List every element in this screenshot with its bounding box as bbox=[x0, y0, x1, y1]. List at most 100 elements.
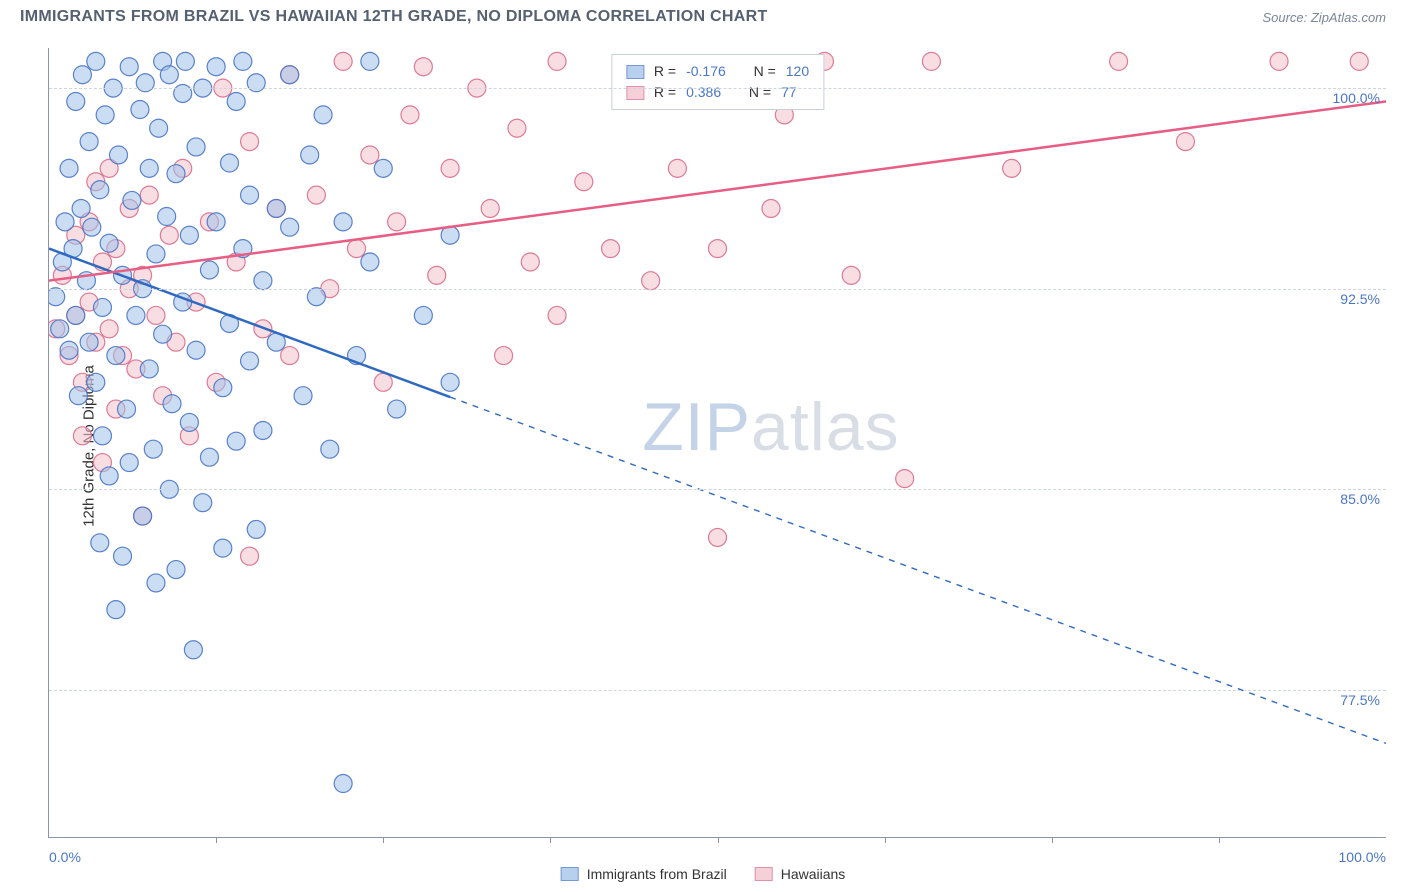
scatter-point bbox=[508, 119, 526, 137]
scatter-point bbox=[127, 306, 145, 324]
scatter-point bbox=[73, 427, 91, 445]
scatter-point bbox=[131, 101, 149, 119]
hawaiians-n-value: 77 bbox=[781, 82, 797, 103]
scatter-point bbox=[388, 400, 406, 418]
x-tick-mark bbox=[550, 837, 551, 843]
scatter-point bbox=[100, 320, 118, 338]
scatter-point bbox=[83, 218, 101, 236]
scatter-point bbox=[361, 146, 379, 164]
scatter-point bbox=[150, 119, 168, 137]
footer-legend: Immigrants from Brazil Hawaiians bbox=[561, 866, 846, 882]
scatter-point bbox=[495, 347, 513, 365]
scatter-point bbox=[896, 470, 914, 488]
gridline bbox=[49, 289, 1386, 290]
scatter-point bbox=[241, 547, 259, 565]
x-tick-mark bbox=[216, 837, 217, 843]
scatter-point bbox=[642, 272, 660, 290]
scatter-point bbox=[180, 413, 198, 431]
scatter-point bbox=[200, 448, 218, 466]
scatter-point bbox=[72, 199, 90, 217]
scatter-point bbox=[388, 213, 406, 231]
scatter-point bbox=[307, 288, 325, 306]
scatter-point bbox=[227, 432, 245, 450]
scatter-point bbox=[123, 191, 141, 209]
scatter-point bbox=[114, 547, 132, 565]
scatter-point bbox=[80, 133, 98, 151]
plot-area: ZIPatlas R = -0.176 N = 120 R = 0.386 N … bbox=[48, 48, 1386, 838]
scatter-point bbox=[120, 58, 138, 76]
source-attribution: Source: ZipAtlas.com bbox=[1262, 10, 1386, 25]
scatter-point bbox=[107, 601, 125, 619]
scatter-point bbox=[1003, 159, 1021, 177]
chart-title: IMMIGRANTS FROM BRAZIL VS HAWAIIAN 12TH … bbox=[20, 8, 768, 26]
footer-legend-hawaiians: Hawaiians bbox=[755, 866, 846, 882]
scatter-point bbox=[160, 66, 178, 84]
scatter-point bbox=[67, 306, 85, 324]
scatter-point bbox=[348, 240, 366, 258]
scatter-point bbox=[160, 226, 178, 244]
scatter-point bbox=[140, 360, 158, 378]
x-tick-mark bbox=[718, 837, 719, 843]
scatter-point bbox=[241, 352, 259, 370]
scatter-point bbox=[100, 467, 118, 485]
scatter-point bbox=[281, 66, 299, 84]
scatter-point bbox=[144, 440, 162, 458]
scatter-point bbox=[1270, 52, 1288, 70]
scatter-point bbox=[414, 306, 432, 324]
scatter-point bbox=[214, 539, 232, 557]
scatter-point bbox=[87, 373, 105, 391]
scatter-point bbox=[80, 333, 98, 351]
scatter-point bbox=[187, 138, 205, 156]
scatter-point bbox=[147, 245, 165, 263]
hawaiians-footer-label: Hawaiians bbox=[781, 866, 846, 882]
scatter-point bbox=[110, 146, 128, 164]
scatter-point bbox=[575, 173, 593, 191]
scatter-point bbox=[842, 266, 860, 284]
scatter-chart-svg bbox=[49, 48, 1386, 837]
scatter-point bbox=[100, 234, 118, 252]
scatter-point bbox=[1350, 52, 1368, 70]
scatter-point bbox=[602, 240, 620, 258]
chart-header: IMMIGRANTS FROM BRAZIL VS HAWAIIAN 12TH … bbox=[0, 0, 1406, 30]
scatter-point bbox=[321, 440, 339, 458]
scatter-point bbox=[709, 528, 727, 546]
brazil-footer-label: Immigrants from Brazil bbox=[587, 866, 727, 882]
brazil-r-value: -0.176 bbox=[686, 61, 726, 82]
scatter-point bbox=[91, 534, 109, 552]
scatter-point bbox=[548, 52, 566, 70]
scatter-point bbox=[301, 146, 319, 164]
scatter-point bbox=[241, 186, 259, 204]
scatter-point bbox=[220, 154, 238, 172]
legend-row-brazil: R = -0.176 N = 120 bbox=[626, 61, 809, 82]
scatter-point bbox=[281, 347, 299, 365]
scatter-point bbox=[73, 66, 91, 84]
brazil-swatch-icon bbox=[626, 65, 644, 79]
x-axis-start-label: 0.0% bbox=[49, 849, 81, 865]
scatter-point bbox=[176, 52, 194, 70]
scatter-point bbox=[307, 186, 325, 204]
scatter-point bbox=[187, 341, 205, 359]
scatter-point bbox=[194, 494, 212, 512]
x-tick-mark bbox=[383, 837, 384, 843]
scatter-point bbox=[107, 347, 125, 365]
scatter-point bbox=[207, 213, 225, 231]
x-tick-mark bbox=[1219, 837, 1220, 843]
scatter-point bbox=[1110, 52, 1128, 70]
y-tick-label: 85.0% bbox=[1340, 491, 1380, 507]
scatter-point bbox=[481, 199, 499, 217]
scatter-point bbox=[96, 106, 114, 124]
scatter-point bbox=[93, 298, 111, 316]
legend-row-hawaiians: R = 0.386 N = 77 bbox=[626, 82, 809, 103]
scatter-point bbox=[180, 226, 198, 244]
correlation-legend: R = -0.176 N = 120 R = 0.386 N = 77 bbox=[611, 54, 824, 110]
scatter-point bbox=[227, 92, 245, 110]
scatter-point bbox=[214, 379, 232, 397]
scatter-point bbox=[140, 159, 158, 177]
scatter-point bbox=[163, 395, 181, 413]
scatter-point bbox=[374, 373, 392, 391]
scatter-point bbox=[147, 306, 165, 324]
scatter-point bbox=[267, 199, 285, 217]
scatter-point bbox=[922, 52, 940, 70]
y-tick-label: 77.5% bbox=[1340, 692, 1380, 708]
scatter-point bbox=[167, 561, 185, 579]
